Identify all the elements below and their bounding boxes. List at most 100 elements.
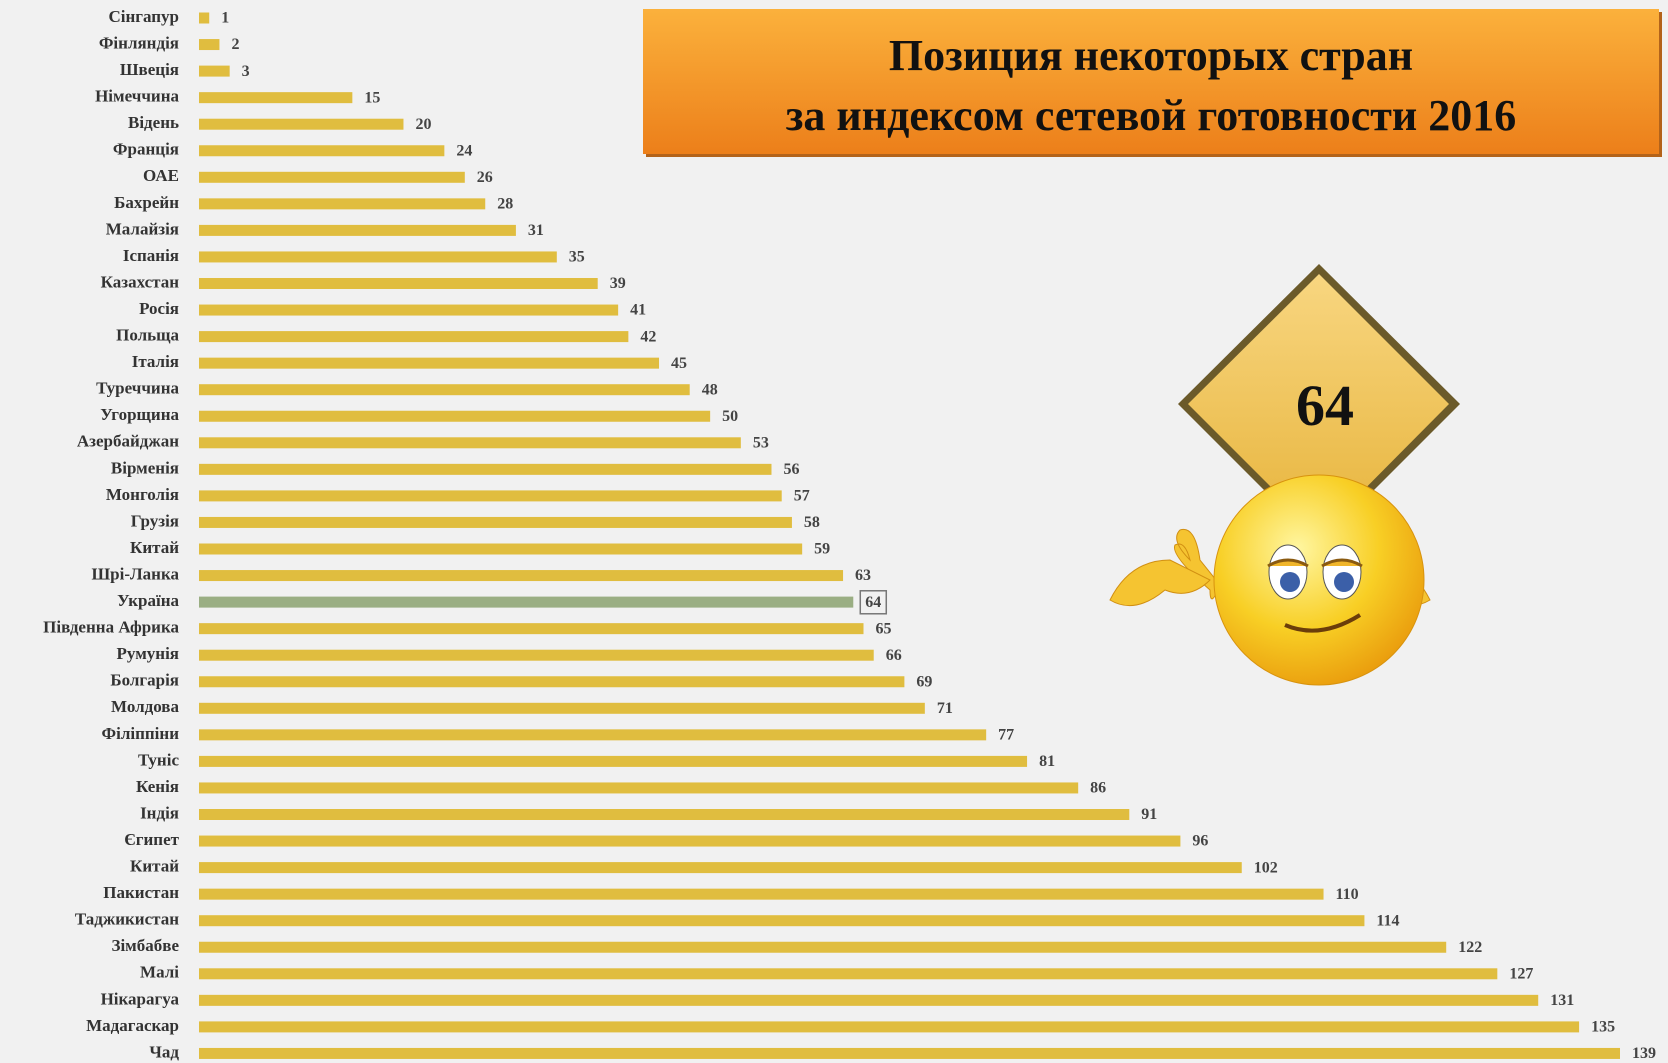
category-label: Китай <box>130 857 179 876</box>
category-label: Кенія <box>136 777 179 796</box>
category-label: Казахстан <box>101 272 180 291</box>
category-label: Франція <box>113 140 179 159</box>
category-label: Сінгапур <box>108 7 179 26</box>
value-label: 69 <box>916 673 932 690</box>
bar <box>199 1047 1620 1059</box>
value-label-box <box>859 590 888 615</box>
category-label: Малайзія <box>106 219 179 238</box>
bar <box>199 994 1539 1006</box>
bar <box>199 92 353 104</box>
value-label: 2 <box>231 36 239 53</box>
value-label: 64 <box>865 594 881 611</box>
bar <box>199 755 1028 767</box>
bar <box>199 516 792 528</box>
bar <box>199 888 1324 900</box>
sign-illustration: 64 <box>1109 264 1460 686</box>
value-label: 110 <box>1336 886 1359 903</box>
value-label: 57 <box>794 488 810 505</box>
category-label: Угорщина <box>100 405 179 424</box>
category-label: Вірменія <box>111 458 179 477</box>
category-label: Німеччина <box>95 87 179 106</box>
bar <box>199 915 1365 927</box>
bar <box>199 649 874 661</box>
value-label: 114 <box>1376 912 1399 929</box>
pupil <box>1334 572 1354 592</box>
category-label: Україна <box>117 591 179 610</box>
category-label: Туреччина <box>96 379 179 398</box>
category-label: Монголія <box>106 485 179 504</box>
category-label: Шрі-Ланка <box>91 564 179 583</box>
bar <box>199 596 854 608</box>
bar <box>199 782 1079 794</box>
category-label: Туніс <box>138 750 180 769</box>
bar <box>199 729 987 741</box>
value-label: 50 <box>722 408 738 425</box>
eyelid <box>1267 558 1309 568</box>
chart-title: за индексом сетевой готовности 2016 <box>786 91 1517 140</box>
category-label: Італія <box>132 352 179 371</box>
value-label: 96 <box>1192 833 1208 850</box>
value-label: 20 <box>415 116 431 133</box>
bar <box>199 809 1130 820</box>
category-label: Південна Африка <box>43 618 179 637</box>
value-label: 58 <box>804 514 820 531</box>
bar <box>199 835 1181 847</box>
left-hand <box>1109 559 1211 607</box>
value-label: 135 <box>1591 1019 1615 1036</box>
category-label: Іспанія <box>123 246 179 265</box>
value-label: 86 <box>1090 780 1106 797</box>
sign-label: 64 <box>1296 373 1354 438</box>
bar <box>199 331 629 343</box>
value-label: 48 <box>702 381 718 398</box>
category-label: Малі <box>140 963 179 982</box>
bar <box>199 12 210 24</box>
value-label: 81 <box>1039 753 1055 770</box>
bar <box>199 410 711 422</box>
bar <box>199 145 445 157</box>
category-label: Польща <box>116 326 179 345</box>
eyelid <box>1321 558 1363 568</box>
bar <box>199 623 864 635</box>
category-label: Швеція <box>120 60 179 79</box>
value-label: 28 <box>497 196 513 213</box>
value-label: 35 <box>569 249 585 266</box>
category-label: Фінляндія <box>99 33 179 52</box>
bar <box>199 1021 1580 1033</box>
bar <box>199 304 619 316</box>
category-label: Індія <box>140 803 179 822</box>
bar <box>199 357 660 369</box>
value-label: 24 <box>456 142 472 159</box>
value-label: 65 <box>875 620 891 637</box>
title-box <box>643 9 1659 154</box>
category-label: Болгарія <box>110 671 179 690</box>
bar <box>199 543 803 555</box>
category-label: Відень <box>128 113 179 132</box>
value-label: 59 <box>814 541 830 558</box>
bar <box>199 251 557 263</box>
value-label: 66 <box>886 647 902 664</box>
value-label: 91 <box>1141 806 1157 823</box>
bar <box>199 490 782 502</box>
category-label: ОАЕ <box>143 166 179 185</box>
value-label: 3 <box>242 63 250 80</box>
category-label: Бахрейн <box>114 193 179 212</box>
value-label: 15 <box>364 89 380 106</box>
category-label: Китай <box>130 538 179 557</box>
value-label: 77 <box>998 727 1014 744</box>
bar <box>199 171 465 183</box>
bar <box>199 463 772 475</box>
category-label: Єгипет <box>124 830 179 849</box>
category-label: Мадагаскар <box>86 1016 179 1035</box>
value-label: 127 <box>1509 965 1533 982</box>
bar <box>199 198 486 210</box>
bar <box>199 676 905 688</box>
value-label: 1 <box>221 10 229 27</box>
category-label: Азербайджан <box>77 432 179 451</box>
category-label: Румунія <box>117 644 179 663</box>
bar <box>199 65 230 77</box>
category-label: Чад <box>149 1042 179 1061</box>
bar <box>199 118 404 130</box>
value-label: 31 <box>528 222 544 239</box>
value-label: 45 <box>671 355 687 372</box>
